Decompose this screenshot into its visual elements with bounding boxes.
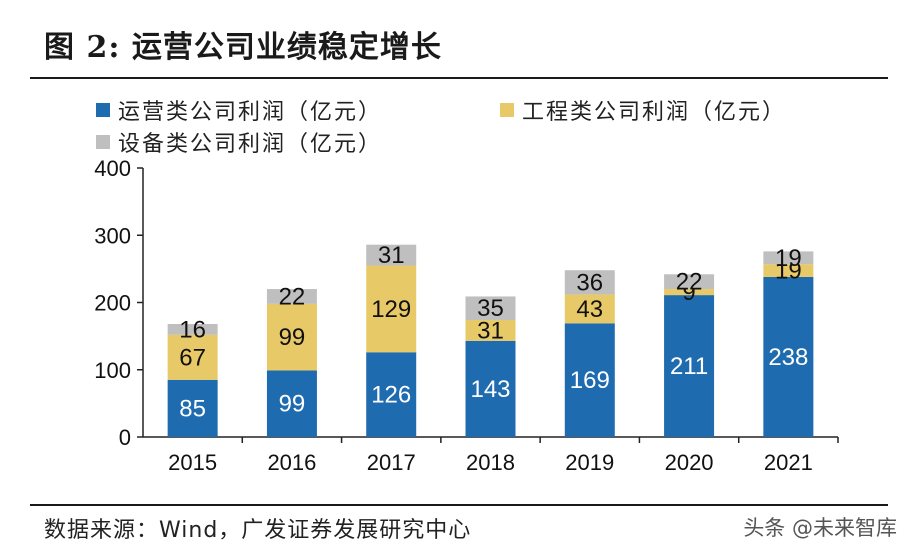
legend-swatch-engineering [500, 103, 514, 117]
bar-segment [366, 352, 417, 437]
title-divider [30, 77, 888, 79]
figure-title: 图 2: 运营公司业绩稳定增长 [44, 30, 442, 65]
data-label: 211 [670, 353, 708, 380]
data-label: 22 [676, 269, 703, 296]
data-label: 238 [768, 344, 808, 371]
source-note: 数据来源：Wind，广发证券发展研究中心 [44, 518, 472, 543]
bar-segment [564, 270, 615, 295]
data-label: 126 [371, 382, 411, 409]
bar-segment [366, 244, 417, 266]
legend-item-equipment: 设备类公司利润（亿元） [96, 126, 382, 158]
bar-segment [366, 265, 417, 353]
data-label: 43 [576, 296, 603, 323]
bar-segment [266, 289, 317, 304]
data-label: 143 [470, 376, 510, 403]
x-tick-label: 2016 [267, 450, 316, 475]
data-label: 129 [371, 296, 411, 323]
x-tick-label: 2018 [466, 450, 515, 475]
y-tick-label: 200 [94, 291, 131, 316]
data-label: 19 [775, 245, 802, 272]
bar-segment [763, 251, 814, 265]
data-label: 16 [179, 316, 206, 343]
x-tick-label: 2021 [764, 450, 813, 475]
legend-swatch-operating [96, 103, 110, 117]
data-label: 36 [576, 269, 603, 296]
x-tick-label: 2019 [565, 450, 614, 475]
y-tick-label: 0 [119, 425, 131, 450]
bar-segment [564, 323, 615, 437]
legend-item-operating: 运营类公司利润（亿元） [96, 94, 382, 126]
data-label: 31 [477, 317, 504, 344]
y-tick-label: 100 [94, 358, 131, 383]
data-label: 169 [570, 367, 610, 394]
y-tick-label: 300 [94, 223, 131, 248]
y-tick-label: 400 [94, 156, 131, 181]
bar-segment [763, 276, 814, 437]
x-tick-label: 2015 [168, 450, 217, 475]
data-label: 67 [179, 344, 206, 371]
watermark: 头条 @未来智库 [743, 516, 897, 540]
bar-segment [664, 274, 715, 290]
bar-segment [167, 334, 218, 380]
data-label: 99 [279, 324, 306, 351]
legend-label-operating: 运营类公司利润（亿元） [118, 100, 383, 125]
bar-segment [167, 324, 218, 335]
source-divider [30, 504, 888, 506]
legend-item-engineering: 工程类公司利润（亿元） [500, 94, 786, 126]
bar-segment [266, 303, 317, 371]
legend-swatch-equipment [96, 135, 110, 149]
bar-segment [465, 296, 516, 320]
x-tick-label: 2017 [367, 450, 416, 475]
bar-segment [664, 295, 715, 437]
bar-segment [664, 289, 715, 296]
bar-segment [763, 264, 814, 277]
bar-segment [564, 294, 615, 324]
data-label: 35 [477, 295, 504, 322]
data-label: 85 [179, 395, 206, 422]
legend-label-engineering: 工程类公司利润（亿元） [522, 100, 787, 125]
bar-segment [465, 319, 516, 341]
bar-segment [167, 379, 218, 437]
data-label: 31 [378, 242, 405, 269]
data-label: 22 [279, 283, 306, 310]
bar-segment [465, 340, 516, 437]
bar-segment [266, 370, 317, 437]
x-tick-label: 2020 [665, 450, 714, 475]
data-label: 99 [279, 391, 306, 418]
legend-label-equipment: 设备类公司利润（亿元） [118, 132, 383, 157]
